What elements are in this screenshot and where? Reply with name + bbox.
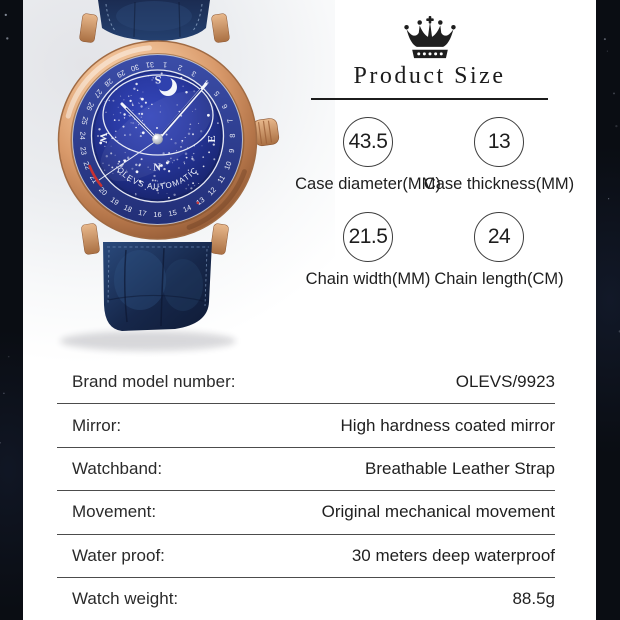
- svg-text:21: 21: [88, 173, 100, 185]
- second-hand: [98, 139, 158, 181]
- watch-shadow: [60, 331, 236, 351]
- metric-label: Case thickness(MM): [423, 175, 575, 193]
- svg-text:6: 6: [220, 103, 230, 111]
- spec-label: Movement:: [72, 502, 157, 522]
- red-tick: [196, 201, 200, 205]
- metric-value: 24: [487, 225, 511, 248]
- minute-hand-cutout: [161, 88, 202, 135]
- svg-text:2: 2: [177, 63, 184, 73]
- svg-text:13: 13: [194, 195, 206, 207]
- table-row: Watchband: Breathable Leather Strap: [57, 448, 555, 492]
- product-size-title: Product Size: [353, 63, 506, 89]
- metric-label: Case diameter(MM): [295, 175, 441, 193]
- size-metrics: 43.5 Case diameter(MM) 13 Case thickness…: [295, 117, 575, 289]
- svg-text:1: 1: [163, 60, 168, 69]
- svg-text:E: E: [206, 135, 218, 142]
- svg-text:10: 10: [222, 160, 233, 171]
- product-size-block: Product Size: [311, 0, 548, 100]
- svg-text:15: 15: [168, 208, 178, 218]
- spec-value: Original mechanical movement: [321, 502, 555, 522]
- metric-circle: 24: [474, 212, 524, 262]
- svg-text:17: 17: [137, 208, 147, 218]
- svg-text:7: 7: [225, 118, 235, 124]
- svg-text:24: 24: [78, 131, 87, 140]
- spec-table: Brand model number: OLEVS/9923 Mirror: H…: [57, 361, 555, 620]
- metric-case-thickness: 13 Case thickness(MM): [423, 117, 575, 194]
- spec-label: Watchband:: [72, 458, 163, 478]
- spec-label: Brand model number:: [72, 372, 236, 392]
- spec-label: Mirror:: [72, 415, 122, 435]
- svg-text:19: 19: [109, 195, 121, 207]
- spec-value: OLEVS/9923: [455, 372, 555, 392]
- svg-text:3: 3: [190, 69, 198, 79]
- spec-label: Watch weight:: [72, 589, 179, 609]
- table-row: Mirror: High hardness coated mirror: [57, 404, 555, 448]
- content-panel: 1234567891011121314151617181920212223242…: [23, 0, 596, 620]
- svg-text:16: 16: [153, 210, 161, 219]
- spec-value: 30 meters deep waterproof: [351, 545, 555, 565]
- svg-text:S: S: [154, 73, 161, 87]
- crown-icon: [403, 15, 456, 59]
- svg-text:29: 29: [115, 68, 127, 80]
- svg-text:22: 22: [81, 160, 92, 171]
- spec-value: 88.5g: [512, 589, 555, 609]
- metric-case-diameter: 43.5 Case diameter(MM): [295, 117, 441, 194]
- svg-text:W: W: [97, 133, 109, 144]
- metric-circle: 13: [474, 117, 524, 167]
- date-ring-numbers: 1234567891011121314151617181920212223242…: [78, 60, 237, 219]
- table-row: Brand model number: OLEVS/9923: [57, 361, 555, 405]
- metric-value: 13: [487, 130, 511, 153]
- spec-value: Breathable Leather Strap: [365, 458, 555, 478]
- svg-text:11: 11: [215, 174, 227, 185]
- orbit-ring: [102, 74, 214, 156]
- metric-circle: 21.5: [343, 212, 393, 262]
- watch-strap-top: [98, 0, 210, 41]
- title-underline: [311, 98, 548, 100]
- metric-label: Chain length(CM): [434, 270, 564, 288]
- watch-photo: 1234567891011121314151617181920212223242…: [23, 0, 335, 364]
- metric-circle: 43.5: [343, 117, 393, 167]
- svg-text:26: 26: [84, 101, 96, 112]
- watch-hands: [98, 82, 208, 181]
- metric-label: Chain width(MM): [305, 270, 431, 288]
- compass-letters: S W N E: [97, 73, 218, 174]
- table-row: Water proof: 30 meters deep waterproof: [57, 535, 555, 578]
- table-row: Watch weight: 88.5g: [57, 578, 555, 620]
- center-cap: [152, 133, 163, 145]
- moon-icon: [156, 75, 177, 96]
- metric-chain-width: 21.5 Chain width(MM): [306, 212, 430, 289]
- metric-value: 21.5: [348, 225, 388, 248]
- spec-label: Water proof:: [72, 545, 165, 565]
- svg-text:14: 14: [182, 203, 193, 215]
- svg-text:N: N: [153, 163, 161, 174]
- hour-hand-cutout: [125, 107, 154, 137]
- watch-lugs: [79, 13, 230, 255]
- svg-text:23: 23: [78, 146, 88, 156]
- svg-text:8: 8: [228, 133, 237, 138]
- svg-text:18: 18: [122, 203, 133, 215]
- watch-strap-bottom: [103, 242, 212, 331]
- watch-crown-knob: [252, 118, 280, 147]
- red-date-pointer: [88, 164, 103, 187]
- svg-text:5: 5: [212, 89, 222, 98]
- watch-image: 1234567891011121314151617181920212223242…: [57, 0, 280, 351]
- svg-text:25: 25: [80, 116, 91, 126]
- svg-text:31: 31: [145, 60, 154, 70]
- metric-value: 43.5: [348, 130, 388, 153]
- svg-text:9: 9: [227, 148, 237, 153]
- svg-text:30: 30: [130, 62, 141, 73]
- metric-chain-length: 24 Chain length(CM): [426, 212, 572, 289]
- spec-value: High hardness coated mirror: [340, 415, 555, 435]
- table-row: Movement: Original mechanical movement: [57, 491, 555, 535]
